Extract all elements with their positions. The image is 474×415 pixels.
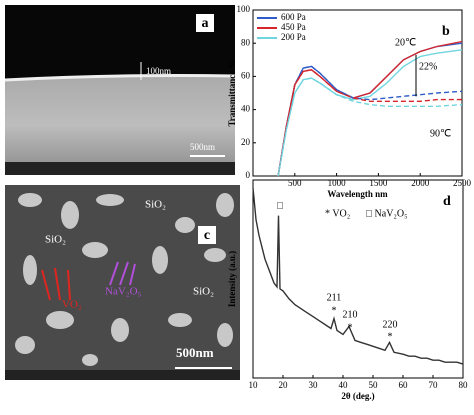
x-tick-label: 2500 xyxy=(453,178,472,188)
data-line xyxy=(277,65,463,177)
annotation: * xyxy=(388,331,393,342)
phase-label: VO₂ xyxy=(62,299,82,311)
plot-frame xyxy=(252,9,463,177)
panel-label: c xyxy=(204,228,210,243)
sem-image xyxy=(5,185,240,380)
grains xyxy=(15,193,234,366)
annotation: * xyxy=(348,322,353,333)
x-tick-label: 30 xyxy=(309,380,319,390)
y-tick-label: 40 xyxy=(241,104,251,114)
x-tick-label: 40 xyxy=(339,380,349,390)
panel-c: c SiO₂ SiO₂ SiO₂ VO₂ NaV₂O₅ 500nm xyxy=(5,185,240,380)
data-line xyxy=(277,49,463,177)
panel-label: d xyxy=(443,194,451,209)
annotation: 210 xyxy=(343,309,358,320)
data-line xyxy=(277,40,463,177)
x-tick-label: 500 xyxy=(288,178,302,188)
x-tick-label: 50 xyxy=(369,380,379,390)
phase-label: SiO₂ xyxy=(145,199,166,211)
y-tick-label: 80 xyxy=(241,37,251,47)
scale-label: 500nm xyxy=(176,345,214,360)
scale-label: 100nm xyxy=(146,66,171,76)
x-tick-label: 60 xyxy=(399,380,409,390)
info-bar xyxy=(5,162,235,175)
charts: 500 1000 1500 2000 2500 0 20 40 60 80 100 Wavelengt… xyxy=(227,4,471,401)
y-tick-label: 20 xyxy=(241,137,251,147)
label-box xyxy=(196,14,214,32)
annotation: 22% xyxy=(419,61,437,72)
panel-a: a 100nm 500nm xyxy=(4,5,236,175)
y-tick-label: 100 xyxy=(237,4,251,14)
annotation: 220 xyxy=(383,319,398,330)
y-tick-label: 60 xyxy=(241,70,251,80)
annotation: * VO₂ xyxy=(325,208,350,219)
legend-label: 200 Pa xyxy=(281,32,306,42)
scale-label: 500nm xyxy=(190,142,215,152)
film-edge xyxy=(4,74,236,82)
x-axis-label: 2θ (deg.) xyxy=(341,391,374,401)
annotation: □ NaV₂O₅ xyxy=(366,208,408,219)
label-box xyxy=(198,226,216,244)
plot-frame xyxy=(252,179,464,379)
data-line xyxy=(252,187,464,365)
panel-label: a xyxy=(202,16,209,31)
annotation: □ xyxy=(277,200,283,211)
y-tick-label: 0 xyxy=(246,170,251,180)
panel-label: b xyxy=(442,24,450,39)
x-tick-label: 2000 xyxy=(411,178,430,188)
annotation: 211 xyxy=(327,292,342,303)
phase-label: SiO₂ xyxy=(45,234,66,246)
data-line xyxy=(277,69,462,177)
arrows xyxy=(41,267,71,301)
phase-label: NaV₂O₅ xyxy=(105,286,142,298)
sem-layer xyxy=(5,75,235,175)
legend-label: 600 Pa xyxy=(281,12,306,22)
data-line xyxy=(277,77,463,177)
x-tick-label: 80 xyxy=(459,380,469,390)
x-tick-label: 70 xyxy=(429,380,439,390)
arrows xyxy=(109,261,136,286)
annotation: 90℃ xyxy=(430,128,451,139)
y-axis-label: Transmittance % xyxy=(227,59,237,126)
legend-label: 450 Pa xyxy=(281,22,306,32)
phase-label: SiO₂ xyxy=(193,286,214,298)
x-axis-label: Wavelength nm xyxy=(327,189,388,199)
annotation: 20℃ xyxy=(395,37,416,48)
x-tick-label: 20 xyxy=(279,380,289,390)
info-bar xyxy=(5,370,240,380)
x-tick-label: 10 xyxy=(249,380,259,390)
annotation: * xyxy=(332,305,337,316)
x-tick-label: 1500 xyxy=(369,178,388,188)
y-axis-label: Intensity (a.u.) xyxy=(227,251,237,307)
x-tick-label: 1000 xyxy=(328,178,347,188)
